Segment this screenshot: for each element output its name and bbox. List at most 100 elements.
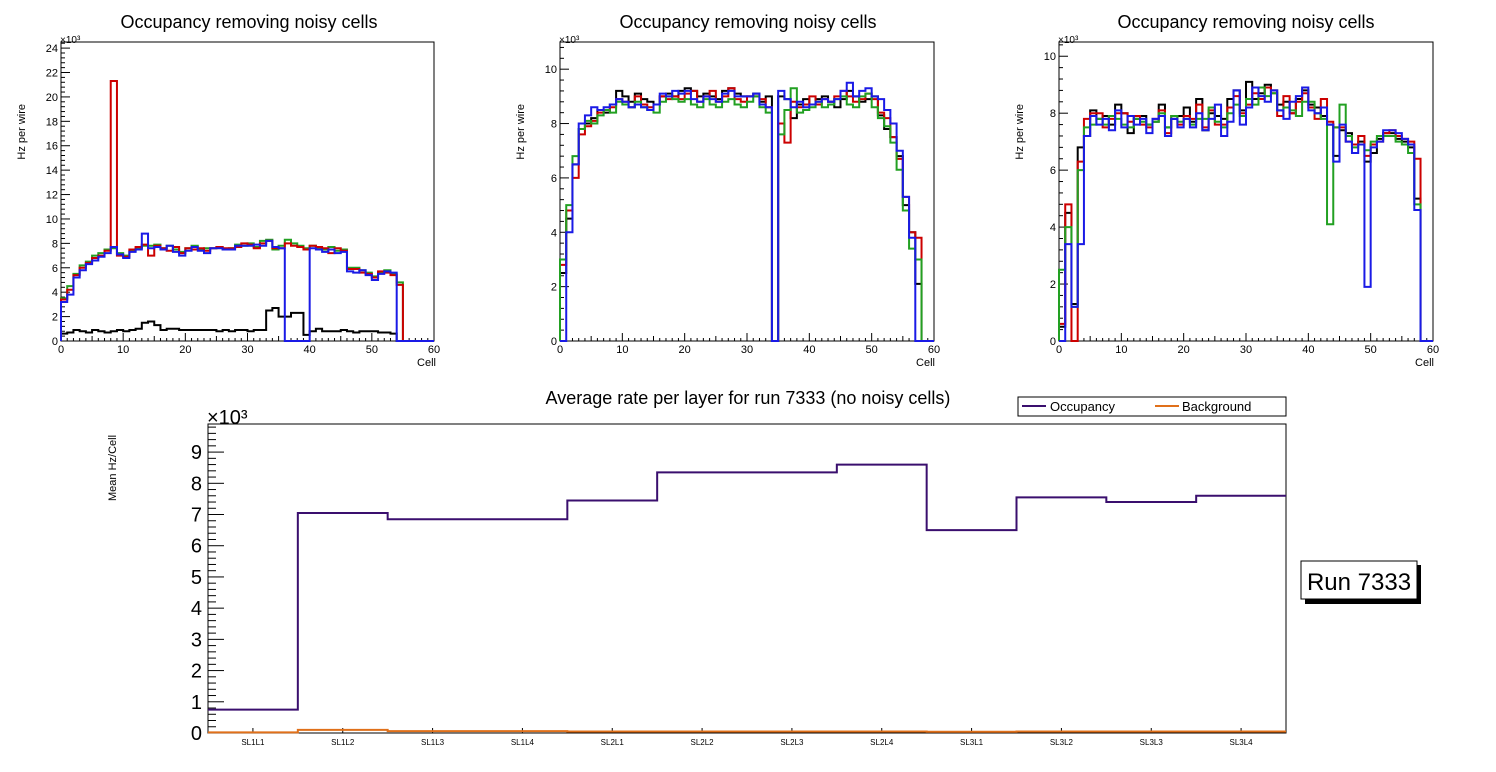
y-tick-label: 0 [52, 336, 58, 348]
y-tick-label: 6 [551, 173, 557, 185]
y-tick-label: 2 [191, 661, 202, 683]
y-tick-label: 6 [191, 536, 202, 558]
y-tick-label: 2 [551, 282, 557, 294]
category-label: SL2L2 [691, 738, 715, 747]
x-tick-label: 20 [179, 344, 191, 356]
y-tick-label: 10 [46, 214, 58, 226]
series-red-line [559, 87, 934, 342]
y-tick-label: 0 [191, 723, 202, 745]
y-tick-label: 20 [46, 92, 58, 104]
x-tick-label: 30 [1240, 344, 1252, 356]
bottom-ylabel: Mean Hz/Cell [107, 435, 119, 501]
category-label: SL2L3 [780, 738, 804, 747]
panel-2-ylabel: Hz per wire [515, 104, 527, 160]
y-tick-label: 1 [191, 692, 202, 714]
x-tick-label: 10 [117, 344, 129, 356]
series-red-line [60, 80, 434, 342]
series-black-line [60, 307, 434, 342]
occupancy-panel-3: Occupancy removing noisy cells ×10³ Hz p… [1014, 12, 1439, 369]
y-tick-label: 8 [52, 238, 58, 250]
y-tick-label: 2 [52, 312, 58, 324]
run-annotation-text: Run 7333 [1307, 569, 1411, 596]
category-label: SL3L3 [1140, 738, 1164, 747]
panel-2-y-multiplier: ×10³ [559, 35, 580, 46]
series-blue-line [1059, 86, 1433, 342]
x-tick-label: 40 [803, 344, 815, 356]
y-tick-label: 14 [46, 165, 58, 177]
y-tick-label: 8 [191, 473, 202, 495]
plot-frame [559, 41, 935, 342]
y-tick-label: 3 [191, 629, 202, 651]
x-tick-label: 50 [866, 344, 878, 356]
x-tick-label: 10 [616, 344, 628, 356]
y-tick-label: 6 [52, 263, 58, 275]
legend-occupancy-label: Occupancy [1050, 399, 1116, 414]
y-tick-label: 22 [46, 68, 58, 80]
x-tick-label: 40 [304, 344, 316, 356]
occupancy-panel-2: Occupancy removing noisy cells ×10³ Hz p… [515, 12, 940, 369]
category-label: SL3L4 [1230, 738, 1254, 747]
series-occupancy-line [208, 463, 1286, 711]
category-label: SL1L2 [331, 738, 355, 747]
panel-1-y-multiplier: ×10³ [60, 35, 81, 46]
x-tick-label: 60 [428, 344, 440, 356]
x-tick-label: 60 [1427, 344, 1439, 356]
category-label: SL2L1 [601, 738, 625, 747]
y-tick-label: 8 [551, 119, 557, 131]
panel-3-title: Occupancy removing noisy cells [1117, 12, 1374, 32]
y-tick-label: 4 [1050, 222, 1056, 234]
x-tick-label: 60 [928, 344, 940, 356]
panel-3-y-multiplier: ×10³ [1058, 35, 1079, 46]
panel-3-xlabel: Cell [1415, 357, 1434, 369]
x-tick-label: 50 [366, 344, 378, 356]
x-tick-label: 50 [1365, 344, 1377, 356]
y-tick-label: 9 [191, 442, 202, 464]
category-label: SL2L4 [870, 738, 894, 747]
legend-box [1017, 396, 1287, 417]
run-annotation-box [1300, 560, 1418, 600]
y-tick-label: 2 [1050, 279, 1056, 291]
y-tick-label: 7 [191, 505, 202, 527]
x-tick-label: 20 [679, 344, 691, 356]
series-green-line [559, 87, 934, 342]
y-tick-label: 8 [1050, 108, 1056, 120]
y-tick-label: 4 [52, 287, 58, 299]
x-tick-label: 10 [1115, 344, 1127, 356]
panel-1-ylabel: Hz per wire [16, 104, 28, 160]
y-tick-label: 16 [46, 141, 58, 153]
y-tick-label: 4 [191, 598, 202, 620]
x-tick-label: 0 [1056, 344, 1062, 356]
x-tick-label: 0 [58, 344, 64, 356]
y-tick-label: 4 [551, 227, 557, 239]
panel-3-ylabel: Hz per wire [1014, 104, 1026, 160]
y-tick-label: 6 [1050, 165, 1056, 177]
panel-2-xlabel: Cell [916, 357, 935, 369]
panel-1-title: Occupancy removing noisy cells [120, 12, 377, 32]
y-tick-label: 24 [46, 43, 58, 55]
category-label: SL1L1 [241, 738, 265, 747]
y-tick-label: 0 [1050, 336, 1056, 348]
occupancy-panel-1: Occupancy removing noisy cells ×10³ Hz p… [16, 12, 440, 369]
legend-background-label: Background [1182, 399, 1251, 414]
x-tick-label: 0 [557, 344, 563, 356]
category-label: SL3L1 [960, 738, 984, 747]
legend: Occupancy Background [1017, 396, 1287, 417]
x-tick-label: 30 [741, 344, 753, 356]
y-tick-label: 0 [551, 336, 557, 348]
series-background-line [208, 728, 1286, 734]
bottom-y-multiplier: ×10³ [207, 407, 248, 429]
y-tick-label: 10 [1044, 51, 1056, 63]
series-blue-line [560, 81, 934, 342]
series-blue-line [60, 232, 434, 342]
panel-2-title: Occupancy removing noisy cells [619, 12, 876, 32]
bottom-title: Average rate per layer for run 7333 (no … [546, 388, 951, 408]
average-rate-panel: Average rate per layer for run 7333 (no … [107, 388, 1421, 747]
x-tick-label: 30 [241, 344, 253, 356]
run-annotation: Run 7333 [1300, 560, 1421, 604]
category-label: SL1L3 [421, 738, 445, 747]
category-label: SL1L4 [511, 738, 535, 747]
y-tick-label: 10 [545, 64, 557, 76]
y-tick-label: 5 [191, 567, 202, 589]
series-black-line [559, 87, 934, 342]
